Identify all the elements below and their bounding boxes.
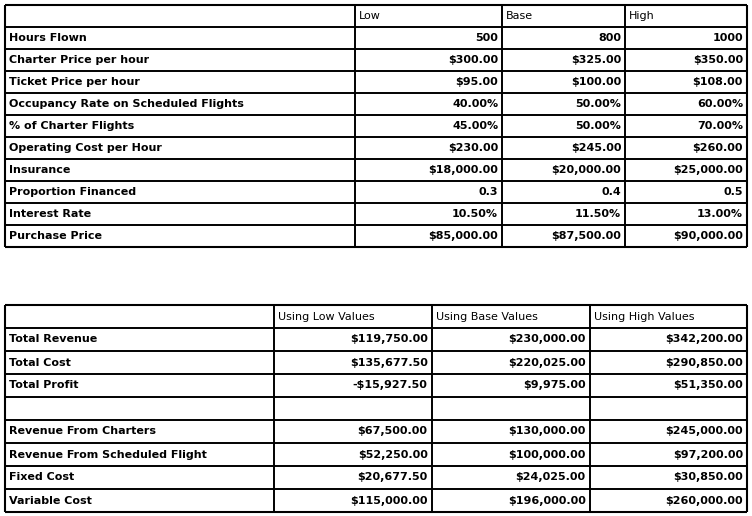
Text: $325.00: $325.00 [571, 55, 621, 65]
Text: Purchase Price: Purchase Price [9, 231, 102, 241]
Text: Using Base Values: Using Base Values [435, 312, 538, 321]
Text: $230.00: $230.00 [448, 143, 498, 153]
Text: $25,000.00: $25,000.00 [673, 165, 743, 175]
Text: 1000: 1000 [712, 33, 743, 43]
Text: $52,250.00: $52,250.00 [358, 449, 428, 460]
Text: 10.50%: 10.50% [452, 209, 498, 219]
Text: Low: Low [359, 11, 381, 21]
Text: Charter Price per hour: Charter Price per hour [9, 55, 149, 65]
Text: 0.5: 0.5 [723, 187, 743, 197]
Text: Using High Values: Using High Values [593, 312, 694, 321]
Text: $18,000.00: $18,000.00 [429, 165, 498, 175]
Text: $230,000.00: $230,000.00 [508, 334, 586, 345]
Text: -$15,927.50: -$15,927.50 [353, 380, 428, 391]
Text: Total Cost: Total Cost [9, 358, 71, 367]
Text: $260.00: $260.00 [693, 143, 743, 153]
Text: $290,850.00: $290,850.00 [666, 358, 743, 367]
Text: Base: Base [506, 11, 533, 21]
Text: $260,000.00: $260,000.00 [666, 495, 743, 506]
Text: 40.00%: 40.00% [452, 99, 498, 109]
Text: $130,000.00: $130,000.00 [508, 427, 586, 437]
Text: High: High [629, 11, 655, 21]
Text: $100,000.00: $100,000.00 [508, 449, 586, 460]
Text: $97,200.00: $97,200.00 [673, 449, 743, 460]
Text: $30,850.00: $30,850.00 [673, 473, 743, 482]
Text: Occupancy Rate on Scheduled Flights: Occupancy Rate on Scheduled Flights [9, 99, 244, 109]
Text: 50.00%: 50.00% [575, 121, 621, 131]
Text: % of Charter Flights: % of Charter Flights [9, 121, 135, 131]
Text: $220,025.00: $220,025.00 [508, 358, 586, 367]
Text: $108.00: $108.00 [693, 77, 743, 87]
Text: 0.3: 0.3 [478, 187, 498, 197]
Text: $67,500.00: $67,500.00 [358, 427, 428, 437]
Text: Hours Flown: Hours Flown [9, 33, 86, 43]
Text: 0.4: 0.4 [602, 187, 621, 197]
Text: $245,000.00: $245,000.00 [666, 427, 743, 437]
Text: $20,000.00: $20,000.00 [551, 165, 621, 175]
Text: $245.00: $245.00 [571, 143, 621, 153]
Text: $95.00: $95.00 [456, 77, 498, 87]
Text: $300.00: $300.00 [448, 55, 498, 65]
Text: 11.50%: 11.50% [575, 209, 621, 219]
Text: $24,025.00: $24,025.00 [516, 473, 586, 482]
Text: 60.00%: 60.00% [697, 99, 743, 109]
Text: 500: 500 [475, 33, 498, 43]
Text: $51,350.00: $51,350.00 [673, 380, 743, 391]
Text: $9,975.00: $9,975.00 [523, 380, 586, 391]
Text: $85,000.00: $85,000.00 [429, 231, 498, 241]
Text: $100.00: $100.00 [571, 77, 621, 87]
Text: 13.00%: 13.00% [697, 209, 743, 219]
Text: $342,200.00: $342,200.00 [666, 334, 743, 345]
Text: $20,677.50: $20,677.50 [357, 473, 428, 482]
Text: 70.00%: 70.00% [697, 121, 743, 131]
Text: Fixed Cost: Fixed Cost [9, 473, 74, 482]
Text: Ticket Price per hour: Ticket Price per hour [9, 77, 140, 87]
Text: Proportion Financed: Proportion Financed [9, 187, 136, 197]
Text: Variable Cost: Variable Cost [9, 495, 92, 506]
Text: Interest Rate: Interest Rate [9, 209, 91, 219]
Text: $115,000.00: $115,000.00 [350, 495, 428, 506]
Text: Revenue From Scheduled Flight: Revenue From Scheduled Flight [9, 449, 207, 460]
Text: 50.00%: 50.00% [575, 99, 621, 109]
Text: $90,000.00: $90,000.00 [673, 231, 743, 241]
Text: Insurance: Insurance [9, 165, 71, 175]
Text: Total Profit: Total Profit [9, 380, 78, 391]
Text: 45.00%: 45.00% [452, 121, 498, 131]
Text: Total Revenue: Total Revenue [9, 334, 97, 345]
Text: $135,677.50: $135,677.50 [350, 358, 428, 367]
Text: Using Low Values: Using Low Values [277, 312, 374, 321]
Text: 800: 800 [599, 33, 621, 43]
Text: $87,500.00: $87,500.00 [551, 231, 621, 241]
Text: Operating Cost per Hour: Operating Cost per Hour [9, 143, 162, 153]
Text: Revenue From Charters: Revenue From Charters [9, 427, 156, 437]
Text: $119,750.00: $119,750.00 [350, 334, 428, 345]
Text: $196,000.00: $196,000.00 [508, 495, 586, 506]
Text: $350.00: $350.00 [693, 55, 743, 65]
